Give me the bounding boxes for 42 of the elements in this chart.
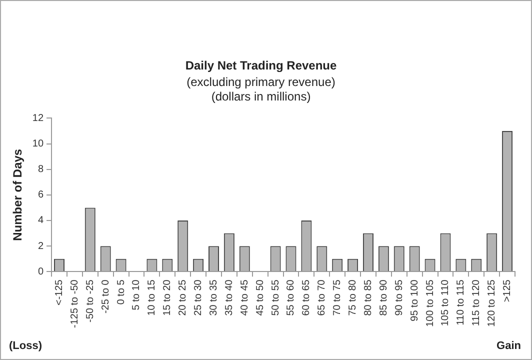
x-tick-label: 35 to 40 [224,279,235,316]
x-tick-label: 50 to 55 [270,279,282,316]
x-tick-label: 20 to 25 [178,279,189,316]
x-tick-label: -50 to -25 [84,279,96,322]
x-tick-label: 40 to 45 [239,279,250,316]
x-tick-label: 105 to 110 [440,279,452,326]
y-tick-label: 6 [38,190,44,201]
y-tick-label: 8 [38,164,44,176]
x-tick-label: 15 to 20 [162,279,174,316]
x-tick-label: 115 to 120 [471,279,482,326]
x-tick-label: >125 [502,279,514,302]
x-tick-label: 5 to 10 [131,279,142,310]
x-tick-label: 45 to 50 [254,279,266,316]
x-tick-label: -25 to 0 [100,279,112,314]
text: (Loss) [9,340,42,352]
x-tick-label: 90 to 95 [394,279,405,316]
x-tick-label: 85 to 90 [378,279,390,316]
y-tick-label: 2 [38,240,44,252]
y-tick-label: 10 [32,138,44,150]
x-tick-label: 70 to 75 [332,279,344,316]
x-tick-label: 55 to 60 [286,279,297,316]
text: Gain [496,340,522,352]
x-tick-label: 30 to 35 [208,279,220,316]
x-tick-label: 120 to 125 [486,279,498,327]
y-tick-label: 0 [38,266,44,278]
x-tick-label: -125 to -50 [69,279,80,328]
x-tick-label: 100 to 105 [424,279,436,327]
x-tick-label: 25 to 30 [193,279,204,316]
x-tick-label: 65 to 70 [316,279,328,316]
chart-subtitle: (excluding primary revenue) (dollars in millions) [186,74,336,104]
x-tick-label: 60 to 65 [301,279,312,316]
x-tick-label: 95 to 100 [409,279,420,322]
x-tick-label: 0 to 5 [116,279,127,305]
x-tick-label: <-125 [54,279,65,306]
x-tick-label: 10 to 15 [146,279,158,316]
x-tick-label: 80 to 85 [362,279,374,316]
chart-title: Daily Net Trading Revenue [185,58,338,73]
y-tick-label: 4 [38,215,44,226]
x-tick-label: 75 to 80 [348,279,359,316]
y-tick-label: 12 [32,112,44,124]
x-tick-label: 110 to 115 [456,279,467,326]
y-axis-title: Number of Days [10,148,25,241]
